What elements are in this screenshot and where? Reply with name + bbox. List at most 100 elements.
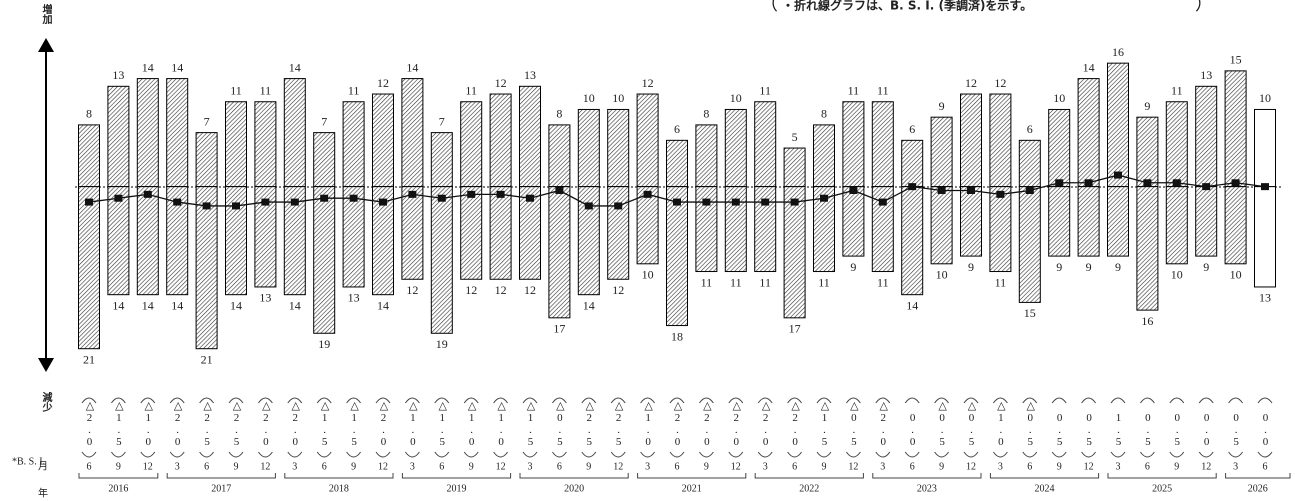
bar (136, 78, 159, 188)
bar-value-label: 11 (730, 275, 742, 289)
bar (871, 186, 894, 273)
bar-value-label: 7 (204, 114, 210, 128)
bsi-marker (232, 202, 240, 210)
bar (166, 78, 189, 188)
bracket-arc (1110, 397, 1126, 404)
bar (460, 186, 483, 280)
month-label: 9 (822, 461, 827, 472)
bracket-arc (375, 451, 391, 458)
month-label: 12 (613, 461, 623, 472)
month-label: 12 (260, 461, 270, 472)
bar (783, 186, 806, 319)
bar-value-label: 14 (171, 60, 183, 74)
bar (1165, 101, 1188, 188)
bar-value-label: 14 (142, 60, 154, 74)
bsi-marker (1143, 179, 1152, 187)
bar (1077, 186, 1100, 257)
bsi-marker (320, 194, 329, 202)
month-label: 3 (528, 461, 533, 472)
year-bracket (519, 473, 629, 479)
bracket-arc (140, 397, 156, 404)
bsi-marker (379, 198, 387, 206)
bar (1107, 186, 1129, 257)
month-label: 6 (910, 461, 915, 472)
bar-value-label: 16 (1141, 314, 1153, 328)
bar-value-label: 12 (524, 283, 536, 297)
bar-value-label: 8 (556, 107, 562, 121)
bsi-marker (143, 190, 152, 198)
bar (813, 186, 835, 273)
month-label: 6 (322, 461, 327, 472)
bar-value-label: 8 (821, 107, 827, 121)
bsi-value-label: △2.0 (877, 399, 889, 448)
bracket-arc (1169, 397, 1185, 404)
bar (636, 186, 659, 265)
bsi-value-label: △2.0 (671, 399, 683, 448)
bar (283, 78, 306, 188)
bar (254, 186, 277, 288)
bracket-arc (228, 397, 244, 404)
bar (489, 93, 512, 188)
bracket-arc (610, 397, 626, 404)
bracket-arc (346, 397, 362, 404)
bar-value-label: 9 (939, 99, 945, 113)
bar (901, 186, 924, 296)
bar (283, 186, 306, 296)
bsi-value-label: 0.0 (1201, 412, 1213, 448)
bracket-arc (669, 397, 685, 404)
bar (989, 186, 1012, 273)
bracket-arc (1169, 451, 1185, 458)
note-bracket: ） (1195, 0, 1213, 14)
bracket-arc (963, 451, 979, 458)
bar-value-label: 17 (553, 322, 565, 336)
month-label: 12 (496, 461, 506, 472)
bsi-value-label: 0.0 (907, 412, 919, 448)
bar-value-label: 15 (1230, 53, 1242, 67)
bar-value-label: 14 (906, 298, 918, 312)
bsi-marker (731, 198, 740, 206)
bar-value-label: 10 (1171, 268, 1183, 282)
bsi-marker (526, 194, 534, 202)
bsi-marker (555, 186, 564, 194)
bracket-arc (787, 451, 803, 458)
bracket-arc (904, 397, 920, 404)
bsi-marker (908, 183, 917, 191)
bracket-arc (992, 451, 1008, 458)
month-label: 12 (1084, 461, 1094, 472)
bracket-arc (845, 451, 861, 458)
year-label: 2019 (447, 483, 467, 494)
bracket-arc (404, 397, 420, 404)
bsi-value-label: △1.0 (642, 399, 654, 448)
bar (78, 124, 100, 188)
bsi-value-label: △0.5 (936, 399, 948, 448)
bar-value-label: 9 (1056, 260, 1062, 274)
bar (607, 186, 630, 280)
bar (548, 186, 571, 319)
year-label: 2021 (682, 483, 702, 494)
bar-value-label: 9 (1203, 260, 1209, 274)
bar (695, 124, 718, 188)
month-label: 6 (557, 461, 562, 472)
month-label: 6 (87, 461, 92, 472)
bar-value-label: 9 (1115, 260, 1121, 274)
bsi-value-label: △1.5 (348, 399, 360, 448)
bar (1136, 116, 1159, 188)
bsi-marker (349, 194, 358, 202)
bar (107, 186, 130, 296)
bsi-value-label: △2.0 (260, 399, 272, 448)
bracket-arc (1228, 397, 1244, 404)
bar-value-label: 11 (701, 275, 713, 289)
bar-value-label: 12 (612, 283, 624, 297)
bsi-value-label: 1.5 (1112, 412, 1124, 448)
bar-value-label: 11 (260, 83, 272, 97)
bar-value-label: 14 (112, 298, 124, 312)
note: ・折れ線グラフは、B. S. I. (季調済)を示す。 (782, 0, 1032, 13)
bracket-arc (757, 397, 773, 404)
month-label: 9 (116, 461, 121, 472)
bracket-arc (551, 451, 567, 458)
bar-value-label: 13 (259, 291, 271, 305)
bar (1224, 186, 1247, 265)
bar-value-label: 6 (909, 122, 915, 136)
bar (577, 108, 600, 188)
bsi-marker (467, 190, 476, 198)
